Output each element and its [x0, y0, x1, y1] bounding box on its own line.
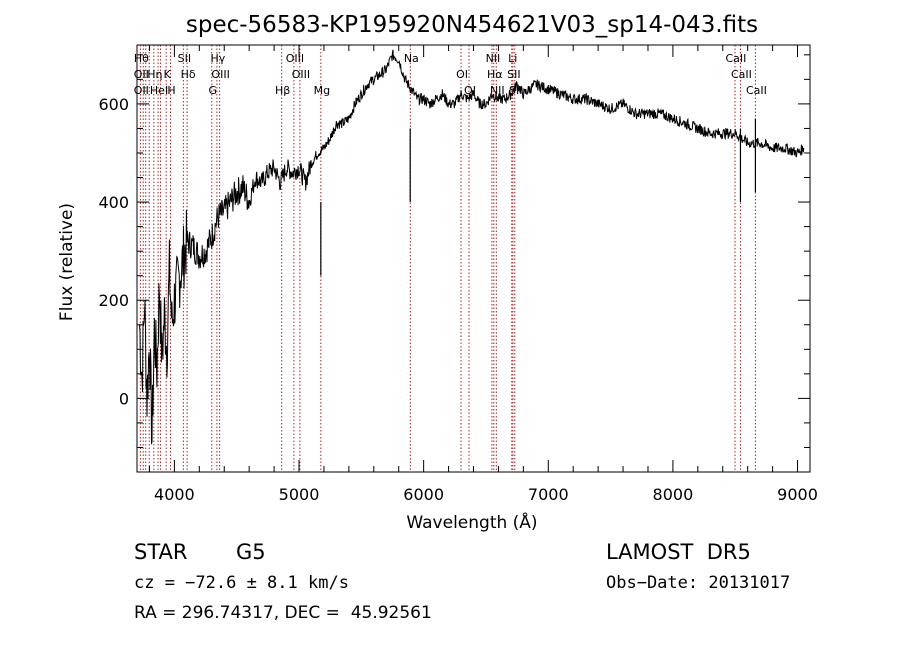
marker-label: NII: [486, 52, 501, 65]
marker-label: OI: [456, 68, 468, 81]
y-tick-label: 600: [98, 95, 129, 114]
obs-date: Obs−Date: 20131017: [606, 573, 791, 593]
marker-label: SII: [507, 68, 520, 81]
axis-ticks: 4000 5000 6000 7000 8000 9000 0 200 400 600: [98, 45, 818, 504]
x-tick-label: 8000: [653, 485, 694, 504]
y-tick-label: 400: [98, 193, 129, 212]
marker-label: H: [167, 84, 175, 97]
x-tick-label: 5000: [279, 485, 320, 504]
marker-label: OI: [464, 84, 476, 97]
marker-label: Li: [508, 52, 517, 65]
plot-frame: [136, 44, 811, 473]
marker-label: CaII: [731, 68, 752, 81]
marker-label: SII: [178, 52, 191, 65]
marker-label: OIII: [292, 68, 310, 81]
marker-label: CaII: [726, 52, 747, 65]
marker-label: Hδ: [181, 68, 196, 81]
marker-label: Hθ: [134, 52, 149, 65]
marker-label: Hη: [147, 68, 162, 81]
marker-labels: HθOIIOIIHηHeIKHSIIHδGHγOIIIHβOIIIOIIIMgN…: [134, 52, 767, 97]
x-tick-label: 7000: [528, 485, 569, 504]
x-tick-label: 9000: [777, 485, 818, 504]
y-axis-label: Flux (relative): [57, 203, 77, 321]
x-tick-label: 6000: [403, 485, 444, 504]
marker-label: OIII: [211, 68, 229, 81]
class-label: STAR: [134, 540, 188, 564]
marker-label: G: [209, 84, 218, 97]
y-tick-label: 0: [119, 389, 129, 408]
marker-label: Mg: [314, 84, 330, 97]
marker-label: Hβ: [275, 84, 290, 97]
subclass-label: G5: [236, 540, 266, 564]
marker-label: OIII: [286, 52, 304, 65]
y-tick-label: 200: [98, 291, 129, 310]
spectrum-line: [139, 49, 805, 445]
marker-label: Na: [404, 52, 419, 65]
marker-label: K: [164, 68, 172, 81]
marker-label: OII: [134, 68, 149, 81]
marker-label: OII: [134, 84, 149, 97]
chart-title: spec-56583-KP195920N454621V03_sp14-043.f…: [186, 12, 758, 38]
marker-label: Hγ: [210, 52, 225, 65]
coordinates: RA = 296.74317, DEC = 45.92561: [134, 603, 432, 623]
marker-label: SII: [509, 84, 522, 97]
x-tick-label: 4000: [154, 485, 195, 504]
marker-label: NII: [490, 84, 505, 97]
cz-value: cz = −72.6 ± 8.1 km/s: [134, 573, 349, 593]
survey-label: LAMOST DR5: [606, 540, 751, 564]
x-axis-label: Wavelength (Å): [406, 511, 537, 533]
marker-label: Hα: [487, 68, 503, 81]
line-markers: [139, 45, 756, 472]
marker-label: CaII: [746, 84, 767, 97]
marker-label: HeI: [150, 84, 168, 97]
spectrum-series: [139, 49, 805, 445]
